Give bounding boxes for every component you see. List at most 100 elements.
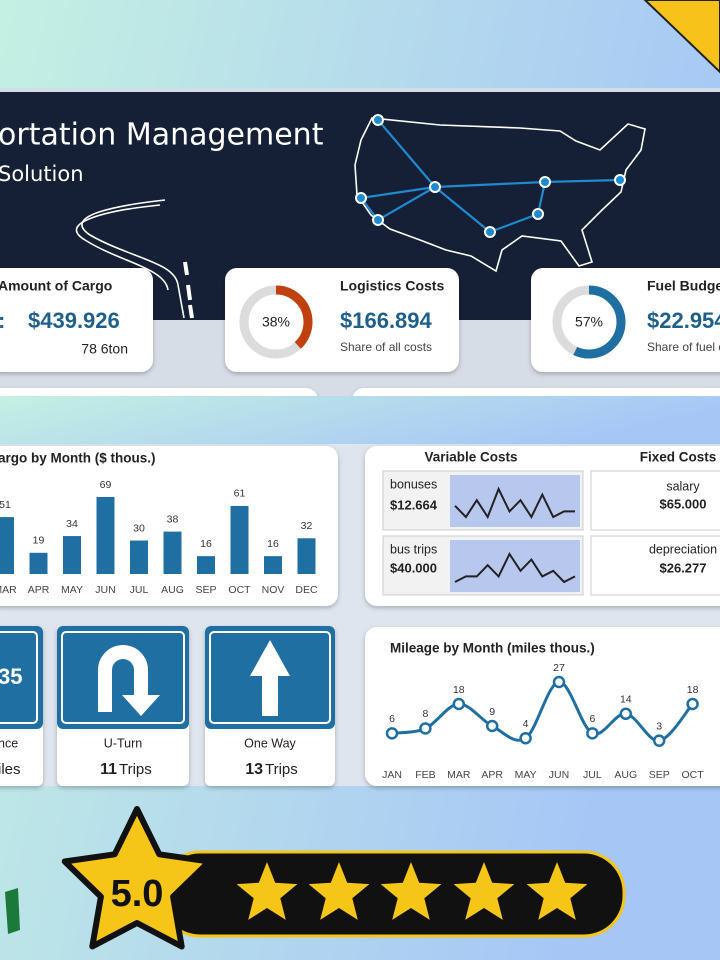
value-label: 34 bbox=[66, 518, 78, 530]
corner-badge bbox=[643, 0, 720, 74]
donut: 57% bbox=[552, 285, 626, 359]
bar bbox=[230, 505, 249, 574]
point bbox=[385, 727, 399, 740]
sign-card: U-Turn 11 Trips bbox=[57, 626, 189, 786]
value-label: 3 bbox=[656, 720, 662, 732]
bar bbox=[264, 556, 282, 574]
x-tick-label: NOV bbox=[262, 584, 285, 596]
point bbox=[586, 727, 599, 740]
x-tick-label: MAY bbox=[515, 769, 537, 781]
value-label: 4 bbox=[523, 718, 529, 730]
kpi-title: Fuel Budge bbox=[647, 278, 720, 294]
value-label: 9 bbox=[489, 706, 495, 718]
bar bbox=[297, 538, 316, 574]
donut: 38% bbox=[239, 285, 313, 359]
kpi-note: 78 6ton bbox=[81, 341, 128, 357]
sparkline bbox=[454, 551, 576, 584]
x-tick-label: OCT bbox=[682, 769, 705, 781]
sign-label: U-Turn bbox=[104, 736, 142, 750]
cost-value: $12.664 bbox=[390, 497, 438, 512]
cost-value: $40.000 bbox=[390, 560, 437, 575]
x-tick-label: FEB bbox=[415, 769, 435, 781]
bar bbox=[130, 540, 148, 574]
donut-label: 38% bbox=[262, 314, 290, 330]
kpi-title: Logistics Costs bbox=[340, 278, 444, 294]
section-title: Variable Costs bbox=[424, 450, 517, 465]
sparkline-bg bbox=[450, 540, 580, 592]
section-title: Fixed Costs bbox=[640, 450, 717, 465]
x-tick-label: JUL bbox=[583, 769, 602, 781]
kpi-card bbox=[0, 268, 153, 372]
sign-unit: iles bbox=[0, 761, 21, 778]
side-decoration bbox=[5, 888, 20, 934]
value-label: 16 bbox=[200, 538, 212, 550]
cost-name: depreciation bbox=[649, 542, 717, 556]
x-tick-label: DEC bbox=[295, 584, 318, 596]
kpi-value: $22.954 bbox=[647, 308, 720, 333]
sign-unit: Trips bbox=[119, 761, 152, 778]
bar bbox=[29, 552, 48, 574]
x-tick-label: SEP bbox=[649, 769, 670, 781]
x-tick-label: APR bbox=[481, 769, 503, 781]
point bbox=[652, 734, 666, 747]
star bbox=[236, 862, 298, 920]
point bbox=[452, 697, 466, 711]
value-label: 16 bbox=[267, 538, 279, 550]
value-label: 69 bbox=[100, 479, 112, 491]
value-label: 14 bbox=[620, 694, 632, 706]
bar bbox=[163, 531, 182, 574]
bar bbox=[0, 517, 14, 574]
value-label: 6 bbox=[589, 713, 595, 725]
x-tick-label: MAR bbox=[447, 769, 471, 781]
x-tick-label: JUN bbox=[95, 584, 115, 596]
point bbox=[619, 707, 633, 721]
x-tick-label: MAR bbox=[0, 584, 17, 596]
x-tick-label: OCT bbox=[228, 584, 251, 596]
chart-card bbox=[0, 446, 338, 606]
sign-label: One Way bbox=[244, 736, 296, 750]
x-tick-label: AUG bbox=[614, 769, 637, 781]
sign-count: 13 bbox=[245, 761, 263, 778]
point bbox=[552, 675, 566, 689]
bar bbox=[63, 536, 81, 574]
rating-stars bbox=[236, 862, 588, 920]
x-tick-label: APR bbox=[28, 584, 50, 596]
sign-card: 35 nce iles bbox=[0, 626, 43, 786]
kpi-value: $439.926 bbox=[28, 308, 120, 333]
road bbox=[75, 199, 194, 319]
cost-row bbox=[590, 470, 720, 531]
value-label: 18 bbox=[687, 684, 699, 696]
cost-row bbox=[590, 535, 720, 596]
point bbox=[419, 722, 432, 735]
value-label: 8 bbox=[422, 708, 428, 720]
x-tick-label: JUN bbox=[549, 769, 569, 781]
kpi-note: Share of fuel c bbox=[647, 340, 720, 354]
kpi-value: $166.894 bbox=[340, 308, 433, 333]
cost-name: salary bbox=[666, 479, 700, 493]
star bbox=[380, 862, 442, 920]
value-label: 51 bbox=[0, 499, 11, 511]
value-label: 38 bbox=[167, 513, 179, 525]
sign-card: One Way 13 Trips bbox=[205, 626, 335, 786]
subtitle: Solution bbox=[0, 162, 84, 186]
rating-badge bbox=[61, 806, 213, 950]
cost-name: bus trips bbox=[390, 542, 437, 556]
kpi-title: Amount of Cargo bbox=[0, 278, 112, 294]
value-label: 30 bbox=[133, 522, 145, 534]
chart-title: argo by Month ($ thous.) bbox=[0, 451, 156, 466]
point bbox=[485, 719, 499, 733]
title: ortation Management bbox=[0, 118, 324, 153]
sparkline-bg bbox=[450, 475, 580, 527]
sparkline bbox=[454, 486, 575, 520]
x-tick-label: MAY bbox=[61, 584, 83, 596]
cost-value: $26.277 bbox=[660, 560, 707, 575]
value-label: 18 bbox=[453, 684, 465, 696]
kpi-note: Share of all costs bbox=[340, 340, 432, 354]
rating-value: 5.0 bbox=[111, 873, 164, 915]
x-tick-label: JUL bbox=[130, 584, 149, 596]
bar bbox=[197, 556, 215, 574]
x-tick-label: AUG bbox=[161, 584, 184, 596]
donut-arc bbox=[552, 285, 626, 359]
